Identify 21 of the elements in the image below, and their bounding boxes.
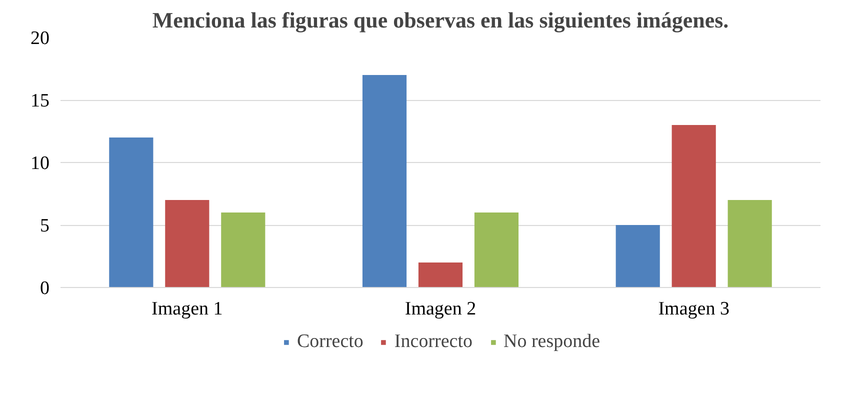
bar [221,212,266,288]
x-tick-label: Imagen 3 [658,298,730,320]
y-tick-label: 20 [30,28,50,49]
legend-label: Correcto [296,331,364,353]
bar [672,125,716,288]
legend-label: Incorrecto [394,331,472,353]
bar [418,262,463,288]
bar [728,200,772,288]
legend-label: No responde [503,331,600,353]
x-tick-label: Imagen 2 [404,298,476,320]
y-tick-label: 15 [30,90,50,112]
y-tick-label: 10 [30,153,50,174]
bar [362,75,407,288]
x-tick-label: Imagen 1 [152,298,223,320]
bar [109,138,154,288]
chart-title: Menciona las figuras que observas en las siguientes imágenes. [152,8,729,32]
bar [616,225,660,288]
y-tick-label: 0 [40,278,50,299]
bar [474,212,519,288]
y-tick-label: 5 [40,216,50,236]
bar [165,200,210,288]
